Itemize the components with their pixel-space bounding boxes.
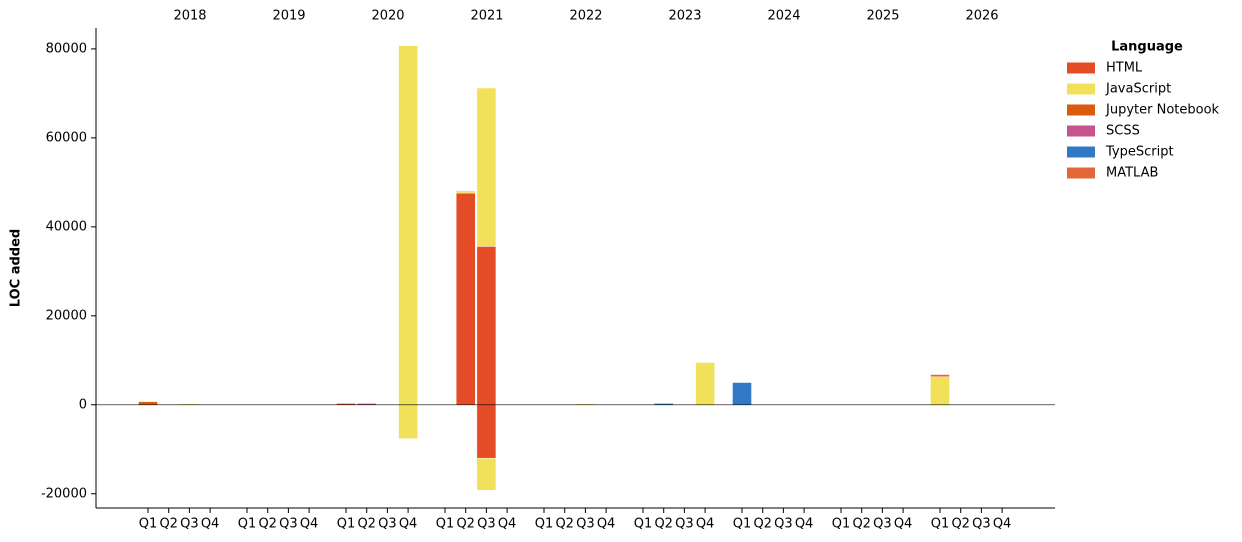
year-label: 2022 [569, 9, 602, 24]
year-label: 2020 [371, 9, 404, 24]
x-tick-label: Q3 [873, 517, 892, 532]
x-tick-label: Q3 [279, 517, 298, 532]
legend-label: TypeScript [1105, 145, 1174, 160]
bar-segment [456, 190, 476, 194]
x-tick-label: Q4 [597, 517, 616, 532]
x-tick-label: Q1 [733, 517, 752, 532]
y-tick-label: 0 [79, 397, 87, 412]
legend-swatch [1067, 167, 1095, 179]
y-tick-label: 40000 [46, 219, 87, 234]
x-tick-label: Q3 [972, 517, 991, 532]
year-label: 2023 [668, 9, 701, 24]
year-label: 2025 [866, 9, 899, 24]
x-tick-label: Q2 [852, 517, 871, 532]
x-tick-label: Q4 [399, 517, 418, 532]
x-tick-label: Q4 [795, 517, 814, 532]
x-tick-label: Q4 [300, 517, 319, 532]
legend-label: HTML [1106, 61, 1143, 76]
x-tick-label: Q2 [159, 517, 178, 532]
x-tick-label: Q2 [555, 517, 574, 532]
bar-segment [476, 87, 497, 247]
x-tick-label: Q3 [477, 517, 496, 532]
year-label: 2019 [272, 9, 305, 24]
bar-segment [695, 362, 715, 405]
legend-swatch [1067, 83, 1095, 95]
bar-segment [930, 374, 950, 377]
year-label: 2018 [173, 9, 206, 24]
x-tick-label: Q2 [357, 517, 376, 532]
x-tick-label: Q3 [576, 517, 595, 532]
x-tick-label: Q2 [951, 517, 970, 532]
legend-swatch [1067, 104, 1095, 116]
year-label: 2026 [965, 9, 998, 24]
x-tick-label: Q2 [654, 517, 673, 532]
year-label: 2021 [470, 9, 503, 24]
x-tick-label: Q1 [634, 517, 653, 532]
x-tick-label: Q3 [180, 517, 199, 532]
x-tick-label: Q4 [498, 517, 517, 532]
legend-swatch [1067, 146, 1095, 158]
bar-segment [930, 376, 950, 405]
x-tick-label: Q1 [436, 517, 455, 532]
bar-segment-removed [476, 457, 497, 491]
bar-segment [456, 192, 476, 405]
bar-segment-removed [398, 404, 418, 439]
x-tick-label: Q1 [139, 517, 158, 532]
x-tick-label: Q1 [238, 517, 257, 532]
y-tick-label: -20000 [41, 486, 87, 501]
bar-segment [138, 401, 158, 405]
x-tick-label: Q4 [894, 517, 913, 532]
x-tick-label: Q4 [993, 517, 1012, 532]
x-tick-label: Q3 [675, 517, 694, 532]
y-tick-label: 80000 [46, 41, 87, 56]
bar-segment [398, 45, 418, 405]
year-label: 2024 [767, 9, 800, 24]
x-tick-label: Q3 [378, 517, 397, 532]
legend-label: JavaScript [1105, 82, 1171, 97]
legend-swatch [1067, 62, 1095, 74]
y-tick-label: 60000 [46, 130, 87, 145]
y-axis-label: LOC added [9, 229, 24, 307]
legend-label: MATLAB [1106, 166, 1158, 181]
x-tick-label: Q4 [201, 517, 220, 532]
bar-segment [476, 246, 497, 405]
y-tick-label: 20000 [46, 308, 87, 323]
x-tick-label: Q2 [258, 517, 277, 532]
bar-segment-removed [476, 404, 497, 459]
x-tick-label: Q1 [337, 517, 356, 532]
legend-label: SCSS [1106, 124, 1140, 139]
x-tick-label: Q4 [696, 517, 715, 532]
x-tick-label: Q1 [832, 517, 851, 532]
legend-swatch [1067, 125, 1095, 137]
x-tick-label: Q2 [753, 517, 772, 532]
x-tick-label: Q1 [931, 517, 950, 532]
bar-segment [732, 382, 752, 405]
x-tick-label: Q2 [456, 517, 475, 532]
legend-label: Jupyter Notebook [1105, 103, 1220, 118]
x-tick-label: Q1 [535, 517, 554, 532]
x-tick-label: Q3 [774, 517, 793, 532]
legend-title: Language [1111, 40, 1183, 55]
